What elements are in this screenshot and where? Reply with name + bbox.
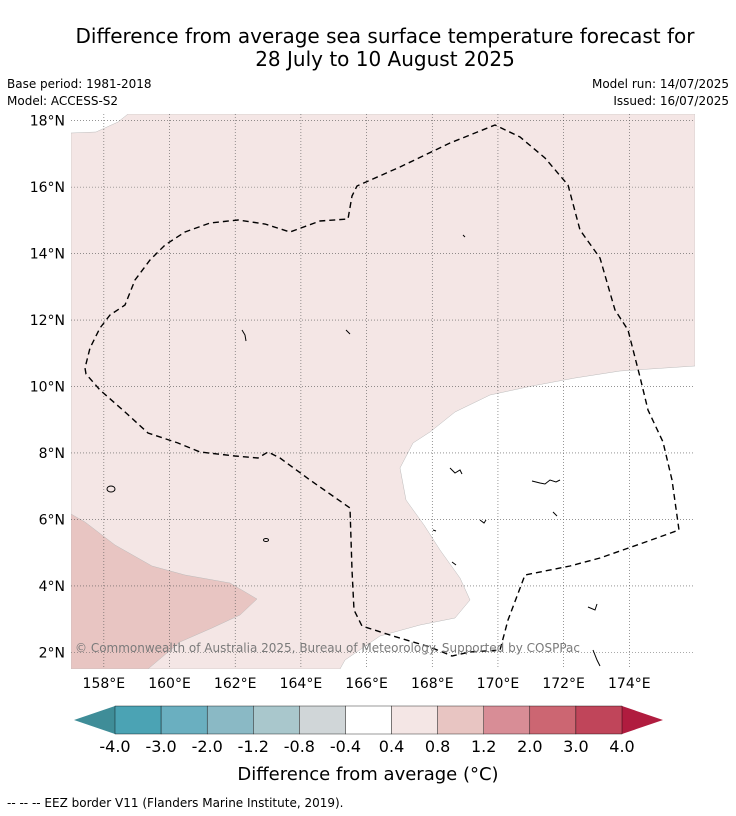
- islands: [106, 234, 601, 667]
- latitude-tick-label: 14°N: [30, 247, 65, 263]
- latitude-tick-label: 2°N: [39, 645, 65, 661]
- colorbar-swatch: [437, 705, 484, 735]
- issued-date: Issued: 16/07/2025: [613, 94, 729, 108]
- colorbar-swatch: [483, 705, 531, 735]
- colorbar-swatch: [391, 705, 438, 735]
- model-name: Model: ACCESS-S2: [7, 94, 119, 108]
- longitude-tick-labels: 158°E 160°E 162°E 164°E 166°E 168°E 170°E 172°E…: [83, 676, 651, 692]
- colorbar-tick-label: 2.0: [517, 737, 543, 756]
- colorbar-tick-label: -0.4: [329, 737, 362, 756]
- longitude-tick-label: 158°E: [83, 676, 126, 692]
- latitude-tick-label: 12°N: [30, 313, 65, 329]
- latitude-tick-label: 8°N: [39, 446, 65, 462]
- colorbar-swatch: [575, 705, 623, 735]
- colorbar-tick-label: 0.8: [424, 737, 451, 756]
- colorbar: [74, 705, 663, 735]
- colorbar-tick-label: -4.0: [99, 737, 131, 756]
- colorbar-tick-label: -0.8: [283, 737, 315, 756]
- colorbar-tick-label: 0.4: [378, 737, 405, 756]
- colorbar-swatch: [345, 705, 392, 735]
- longitude-tick-label: 162°E: [214, 676, 257, 692]
- colorbar-tick-label: -2.0: [191, 737, 223, 756]
- colorbar-swatch: [299, 705, 346, 735]
- latitude-tick-label: 16°N: [30, 180, 65, 196]
- longitude-tick-label: 174°E: [608, 676, 651, 692]
- colorbar-overflow-arrow: [622, 706, 663, 734]
- colorbar-tick-label: 1.2: [470, 737, 497, 756]
- colorbar-swatch: [206, 705, 254, 735]
- chart-title-line1: Difference from average sea surface temp…: [75, 24, 695, 48]
- latitude-tick-label: 4°N: [39, 579, 65, 595]
- longitude-tick-label: 164°E: [280, 676, 323, 692]
- colorbar-title: Difference from average (°C): [237, 764, 499, 785]
- colorbar-tick-label: -3.0: [145, 737, 177, 756]
- copyright-credit: © Commonwealth of Australia 2025, Bureau…: [75, 641, 580, 655]
- longitude-tick-label: 160°E: [148, 676, 191, 692]
- latitude-tick-labels: 2°N 4°N 6°N 8°N 10°N 12°N 14°N 16°N 18°N: [30, 114, 65, 662]
- longitude-tick-label: 168°E: [411, 676, 454, 692]
- model-run: Model run: 14/07/2025: [591, 77, 729, 91]
- latitude-tick-label: 18°N: [30, 114, 65, 130]
- eez-legend: -- -- -- EEZ border V11 (Flanders Marine…: [7, 796, 344, 810]
- latitude-tick-label: 10°N: [30, 380, 65, 396]
- longitude-tick-label: 166°E: [345, 676, 388, 692]
- colorbar-swatch: [253, 705, 300, 735]
- chart-title-line2: 28 July to 10 August 2025: [255, 47, 515, 71]
- longitude-tick-label: 172°E: [542, 676, 585, 692]
- base-period: Base period: 1981-2018: [7, 77, 152, 91]
- colorbar-tick-label: -1.2: [237, 737, 269, 756]
- colorbar-swatch: [114, 705, 162, 735]
- colorbar-tick-label: 3.0: [563, 737, 589, 756]
- anomaly-area-0p8-1p2: [71, 513, 258, 669]
- colorbar-tick-label: 4.0: [609, 737, 635, 756]
- longitude-tick-label: 170°E: [477, 676, 520, 692]
- colorbar-swatch: [529, 705, 577, 735]
- colorbar-swatch: [160, 705, 208, 735]
- graticule: [71, 114, 695, 669]
- colorbar-underflow-arrow: [74, 706, 115, 734]
- eez-border: [84, 124, 680, 657]
- latitude-tick-label: 6°N: [39, 512, 65, 528]
